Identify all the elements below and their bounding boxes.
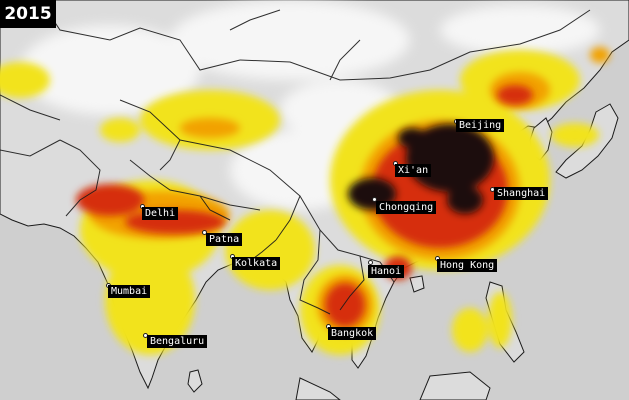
year-badge: 2015 [0, 0, 56, 28]
landmass-hainan [409, 275, 425, 293]
city-label-bangkok: Bangkok [328, 327, 377, 340]
city-dot [371, 196, 377, 202]
city-label-shanghai: Shanghai [494, 187, 549, 200]
city-dot [201, 229, 207, 235]
country-borders [0, 0, 591, 315]
landmass-borneo [419, 371, 491, 400]
city-label-bengaluru: Bengaluru [147, 335, 208, 348]
city-label-delhi: Delhi [142, 207, 179, 220]
city-label-beijing: Beijing [456, 119, 505, 132]
city-label-chongqing: Chongqing [376, 201, 437, 214]
city-dot [367, 259, 373, 265]
landmass-sri-lanka [187, 369, 203, 393]
city-label-hanoi: Hanoi [368, 265, 405, 278]
landmass-sumatra [295, 377, 341, 400]
city-label-xian: Xi'an [395, 164, 432, 177]
city-label-kolkata: Kolkata [232, 257, 281, 270]
city-label-mumbai: Mumbai [108, 285, 151, 298]
city-label-hong-kong: Hong Kong [437, 259, 498, 272]
city-label-patna: Patna [206, 233, 243, 246]
